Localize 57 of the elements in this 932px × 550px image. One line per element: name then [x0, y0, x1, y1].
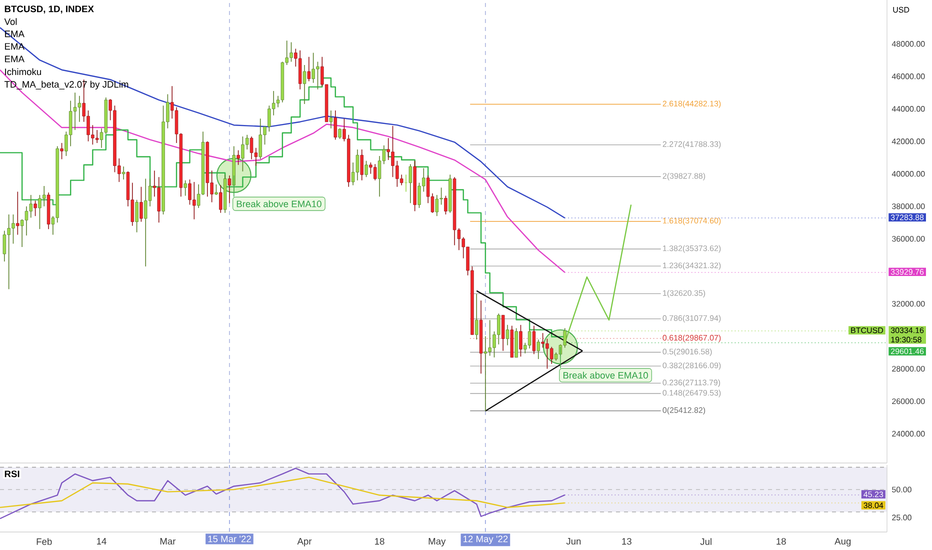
y-axis-title: USD: [893, 6, 910, 13]
ref-line-label: 15 Mar '22: [208, 536, 251, 542]
y-tick-label: 38000.00: [892, 203, 925, 210]
x-tick-label: 18: [776, 538, 786, 545]
x-tick-label: Mar: [160, 538, 176, 545]
x-tick-label: Feb: [36, 538, 52, 545]
x-tick-label: Jul: [700, 538, 712, 545]
ref-line-label: 2.272(41788.33): [662, 141, 721, 148]
ref-line-label: 0.382(28166.09): [662, 362, 721, 370]
data-label: 33929.76: [890, 269, 924, 275]
ref-line-label: 0.786(31077.94): [662, 315, 721, 322]
y-tick-label: 50.00: [892, 486, 912, 492]
y-tick-label: 48000.00: [892, 41, 925, 47]
data-label: 38.04: [864, 502, 884, 508]
data-label: 37283.88: [890, 214, 924, 220]
ref-line-label: 0(25412.82): [662, 407, 706, 415]
x-tick-label: Jun: [566, 538, 581, 545]
ref-line-label: 1.618(37074.60): [663, 218, 721, 226]
ref-line-label: 12 May '22: [463, 536, 508, 544]
x-tick-label: Aug: [834, 538, 851, 546]
y-tick-label: 36000.00: [892, 236, 925, 242]
y-tick-label: 26000.00: [892, 398, 925, 404]
x-tick-label: May: [428, 538, 446, 546]
y-tick-label: 42000.00: [892, 138, 925, 144]
annotation: Ichimoku: [5, 68, 41, 76]
ref-line-label: 2.618(44282.13): [662, 100, 721, 108]
y-tick-label: 28000.00: [892, 366, 925, 372]
ref-line-label: 1.236(34321.32): [663, 262, 721, 270]
y-tick-label: 40000.00: [892, 171, 925, 177]
ref-line-label: 0.236(27113.79): [662, 379, 720, 387]
ref-line-label: 1(32620.35): [663, 290, 706, 298]
annotation: Break above EMA10: [236, 200, 322, 208]
annotation: EMA: [5, 56, 24, 62]
ref-line-label: 0.148(26479.53): [662, 390, 721, 398]
ref-line-label: 2(39827.88): [662, 172, 706, 180]
y-tick-label: 44000.00: [892, 106, 925, 112]
ref-line-label: 0.618(29867.07): [662, 334, 721, 342]
text: BTCUSD, 1D, INDEX: [4, 6, 94, 14]
data-label: 45.23: [864, 492, 884, 498]
text: BTCUSD: [851, 327, 884, 334]
ref-line-label: 1.382(35373.62): [663, 245, 721, 253]
chart-title: RSI: [4, 470, 20, 478]
annotation: Vol: [4, 18, 17, 25]
y-tick-label: 32000.00: [892, 300, 925, 307]
x-tick-label: Apr: [297, 538, 312, 546]
x-tick-label: 13: [622, 538, 632, 545]
data-label: 29601.46: [891, 348, 924, 354]
y-tick-label: 25.00: [892, 514, 912, 520]
y-tick-label: 46000.00: [892, 74, 925, 80]
annotation: EMA: [5, 43, 24, 50]
x-tick-label: 14: [97, 538, 106, 544]
annotation: Break above EMA10: [563, 372, 648, 379]
y-tick-label: 24000.00: [892, 430, 925, 437]
ref-line-label: 0.5(29016.58): [662, 348, 712, 356]
annotation: 19:30:58: [891, 336, 922, 342]
text: 30334.16: [890, 327, 924, 334]
x-tick-label: 18: [375, 538, 384, 545]
